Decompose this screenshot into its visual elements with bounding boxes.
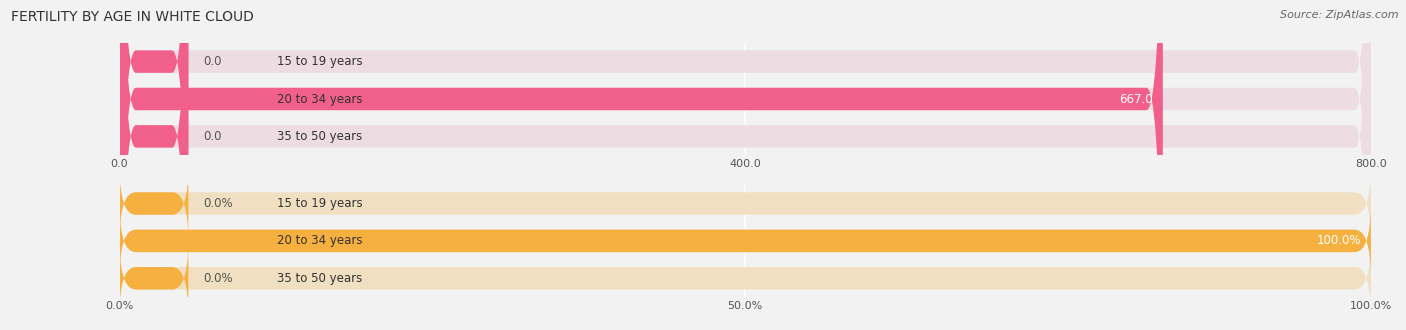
- Text: Source: ZipAtlas.com: Source: ZipAtlas.com: [1281, 10, 1399, 20]
- Text: 15 to 19 years: 15 to 19 years: [277, 55, 363, 68]
- Text: 0.0: 0.0: [204, 130, 222, 143]
- FancyBboxPatch shape: [120, 0, 1371, 330]
- FancyBboxPatch shape: [120, 204, 1371, 278]
- Text: 0.0%: 0.0%: [204, 272, 233, 285]
- Text: 20 to 34 years: 20 to 34 years: [277, 92, 363, 106]
- FancyBboxPatch shape: [120, 166, 1371, 241]
- Text: 15 to 19 years: 15 to 19 years: [277, 197, 363, 210]
- Text: 20 to 34 years: 20 to 34 years: [277, 234, 363, 248]
- FancyBboxPatch shape: [120, 0, 188, 330]
- Text: 667.0: 667.0: [1119, 92, 1153, 106]
- Text: 0.0%: 0.0%: [204, 197, 233, 210]
- Text: 100.0%: 100.0%: [1316, 234, 1361, 248]
- Text: 35 to 50 years: 35 to 50 years: [277, 130, 363, 143]
- Text: 35 to 50 years: 35 to 50 years: [277, 272, 363, 285]
- FancyBboxPatch shape: [120, 204, 1371, 278]
- Text: 0.0: 0.0: [204, 55, 222, 68]
- FancyBboxPatch shape: [120, 0, 188, 330]
- FancyBboxPatch shape: [120, 166, 188, 241]
- FancyBboxPatch shape: [120, 0, 1371, 330]
- FancyBboxPatch shape: [120, 0, 1371, 330]
- FancyBboxPatch shape: [120, 0, 1163, 330]
- Text: FERTILITY BY AGE IN WHITE CLOUD: FERTILITY BY AGE IN WHITE CLOUD: [11, 10, 254, 24]
- FancyBboxPatch shape: [120, 241, 188, 316]
- FancyBboxPatch shape: [120, 241, 1371, 316]
